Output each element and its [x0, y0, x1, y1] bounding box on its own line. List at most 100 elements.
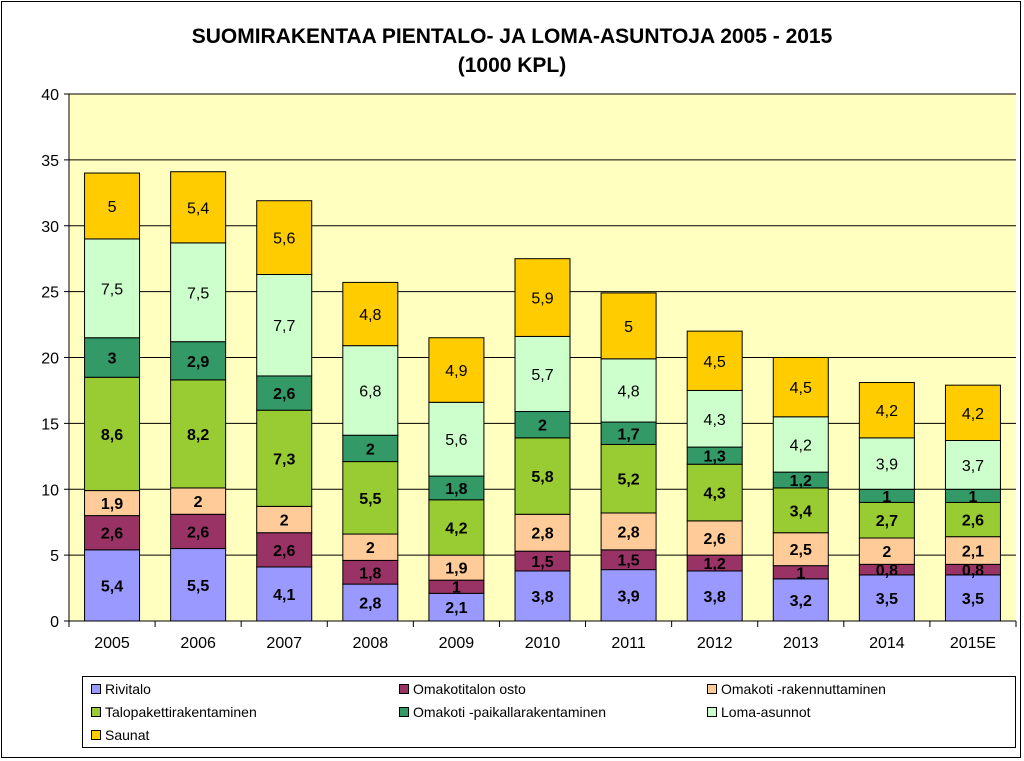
y-tick-label: 20 — [41, 351, 59, 368]
data-label: 5,6 — [273, 231, 295, 248]
data-label: 8,2 — [187, 427, 209, 444]
bar-segment — [170, 171, 227, 244]
y-tick-label: 0 — [50, 614, 59, 631]
data-label: 2 — [538, 418, 547, 435]
x-tick-label: 2005 — [94, 635, 130, 652]
data-label: 5,2 — [617, 472, 639, 489]
data-label: 3,7 — [962, 458, 984, 475]
data-label: 2,6 — [273, 386, 295, 403]
bar-segment — [600, 443, 657, 514]
x-tick-label: 2011 — [611, 635, 646, 652]
x-tick-label: 2013 — [783, 635, 819, 652]
data-label: 1,8 — [359, 565, 381, 582]
chart-title-block: SUOMIRAKENTAA PIENTALO- JA LOMA-ASUNTOJA… — [0, 22, 1024, 80]
bar-segment — [772, 487, 829, 534]
bar-segment — [514, 570, 571, 622]
data-label: 2,8 — [617, 524, 639, 541]
data-label: 4,2 — [445, 520, 467, 537]
data-label: 4,8 — [617, 383, 639, 400]
data-label: 4,1 — [273, 587, 295, 604]
data-label: 5,8 — [531, 469, 553, 486]
data-label: 7,5 — [101, 281, 123, 298]
chart-title: SUOMIRAKENTAA PIENTALO- JA LOMA-ASUNTOJA… — [191, 25, 833, 48]
bar-segment — [342, 281, 399, 347]
data-label: 5,6 — [445, 432, 467, 449]
data-label: 3,8 — [704, 589, 726, 606]
bar-segment — [256, 566, 313, 622]
data-label: 4,5 — [790, 380, 812, 397]
chart-subtitle: (1000 KPL) — [457, 54, 567, 77]
bar-segment — [256, 505, 313, 534]
bar-segment — [428, 337, 485, 403]
bar-segment — [858, 437, 915, 490]
bar-segment — [428, 401, 485, 477]
bar-segment — [256, 532, 313, 568]
bar-segment — [514, 437, 571, 515]
data-label: 4,3 — [704, 412, 726, 429]
y-tick-label: 25 — [41, 285, 59, 302]
data-label: 3,2 — [790, 593, 812, 610]
x-tick-label: 2009 — [439, 635, 475, 652]
bar-segment — [944, 501, 1001, 538]
legend-label: Rivitalo — [105, 681, 151, 697]
bar-segment — [772, 416, 829, 473]
data-label: 2,9 — [187, 354, 209, 371]
legend-swatch — [707, 684, 717, 694]
data-label: 7,7 — [273, 318, 295, 335]
data-label: 7,3 — [273, 451, 295, 468]
data-label: 4,8 — [359, 307, 381, 324]
data-label: 2,6 — [962, 513, 984, 530]
data-label: 2,1 — [445, 600, 467, 617]
bar-segment — [170, 242, 227, 343]
bar-segment — [686, 463, 743, 522]
data-label: 7,5 — [187, 285, 209, 302]
data-label: 1,9 — [445, 561, 467, 578]
data-label: 1,8 — [445, 481, 467, 498]
data-label: 1 — [452, 580, 461, 597]
data-label: 2,6 — [187, 524, 209, 541]
x-tick-label: 2012 — [697, 635, 733, 652]
bar-segment — [772, 357, 829, 418]
bar-segment — [944, 574, 1001, 622]
legend-item: Talopakettirakentaminen — [91, 704, 257, 720]
data-label: 3,9 — [876, 457, 898, 474]
bar-segment — [428, 554, 485, 581]
bar-segment — [84, 490, 141, 517]
data-label: 1 — [796, 565, 805, 582]
bar-segment — [514, 258, 571, 337]
y-tick-label: 35 — [41, 153, 59, 170]
bar-segment — [170, 548, 227, 622]
x-tick-label: 2006 — [180, 635, 216, 652]
legend-swatch — [399, 684, 409, 694]
legend-item: Omakotitalon osto — [399, 681, 526, 697]
bar-segment — [170, 513, 227, 550]
legend-swatch — [91, 684, 101, 694]
data-label: 5,7 — [531, 367, 553, 384]
data-label: 5,5 — [187, 578, 209, 595]
data-label: 8,6 — [101, 427, 123, 444]
data-label: 5,5 — [359, 491, 381, 508]
x-tick-label: 2008 — [353, 635, 389, 652]
legend-swatch — [91, 707, 101, 717]
bar-segment — [514, 335, 571, 413]
data-label: 3,5 — [962, 591, 984, 608]
data-label: 4,5 — [704, 354, 726, 371]
data-label: 3,4 — [790, 503, 812, 520]
legend-swatch — [707, 707, 717, 717]
bar-segment — [428, 499, 485, 556]
data-label: 1 — [882, 489, 891, 506]
y-tick-label: 10 — [41, 482, 59, 499]
data-label: 1,5 — [531, 554, 553, 571]
bar-segment — [686, 330, 743, 391]
data-label: 1,7 — [617, 426, 639, 443]
legend-item: Omakoti -paikallarakentaminen — [399, 704, 606, 720]
bar-segment — [858, 382, 915, 439]
bar-segment — [600, 358, 657, 423]
data-label: 1,5 — [617, 553, 639, 570]
bar-segment — [686, 389, 743, 448]
data-label: 6,8 — [359, 383, 381, 400]
bar-segment — [84, 172, 141, 240]
data-label: 4,9 — [445, 363, 467, 380]
bar-segment — [256, 375, 313, 411]
